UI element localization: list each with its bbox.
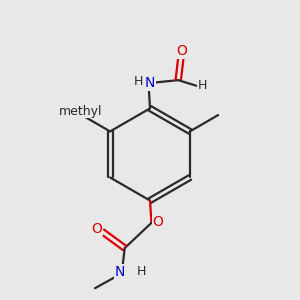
Text: O: O: [92, 222, 103, 236]
Text: H: H: [197, 79, 207, 92]
Text: O: O: [176, 44, 187, 58]
Text: O: O: [153, 214, 164, 229]
Text: H: H: [134, 75, 143, 88]
Text: N: N: [145, 76, 155, 90]
Text: N: N: [115, 265, 125, 279]
Text: H: H: [136, 266, 146, 278]
Text: methyl: methyl: [58, 105, 102, 118]
